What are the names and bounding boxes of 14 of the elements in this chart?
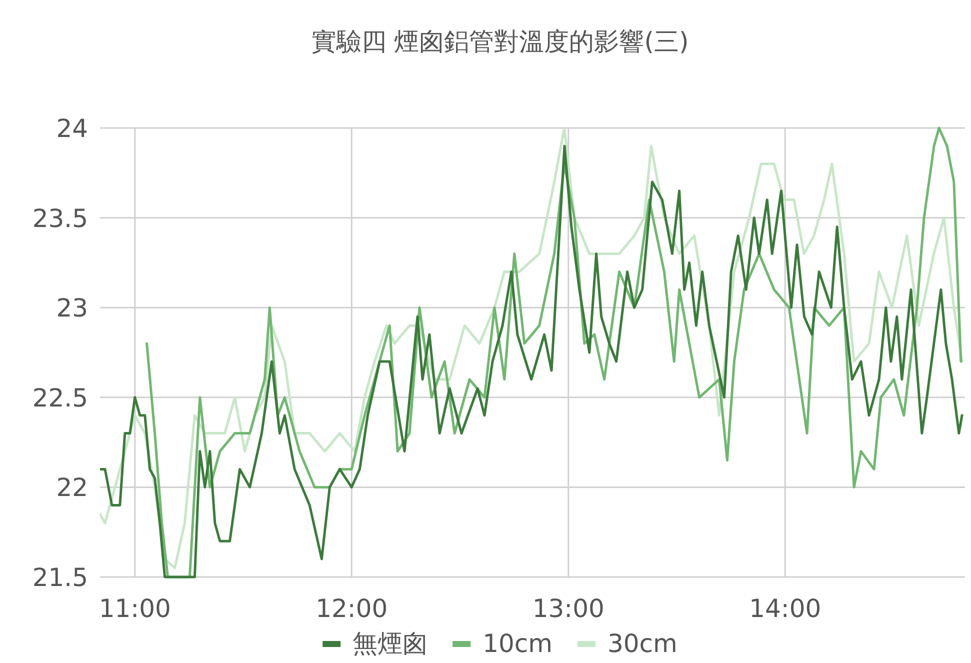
legend-label: 無煙囪 (352, 629, 428, 658)
y-tick-label: 23 (56, 294, 88, 323)
y-tick-label: 21.5 (32, 563, 88, 592)
x-tick-label: 12:00 (316, 594, 388, 623)
y-tick-label: 22 (56, 473, 88, 502)
legend-label: 30cm (608, 629, 678, 658)
y-tick-label: 23.5 (32, 204, 88, 233)
x-tick-label: 14:00 (749, 594, 822, 623)
x-tick-label: 13:00 (532, 594, 604, 623)
chart-title: 實驗四 煙囪鋁管對溫度的影響(三) (311, 27, 689, 56)
y-tick-label: 24 (56, 114, 88, 143)
legend-label: 10cm (482, 629, 552, 658)
y-tick-label: 22.5 (32, 383, 88, 412)
x-tick-label: 11:00 (98, 594, 171, 623)
